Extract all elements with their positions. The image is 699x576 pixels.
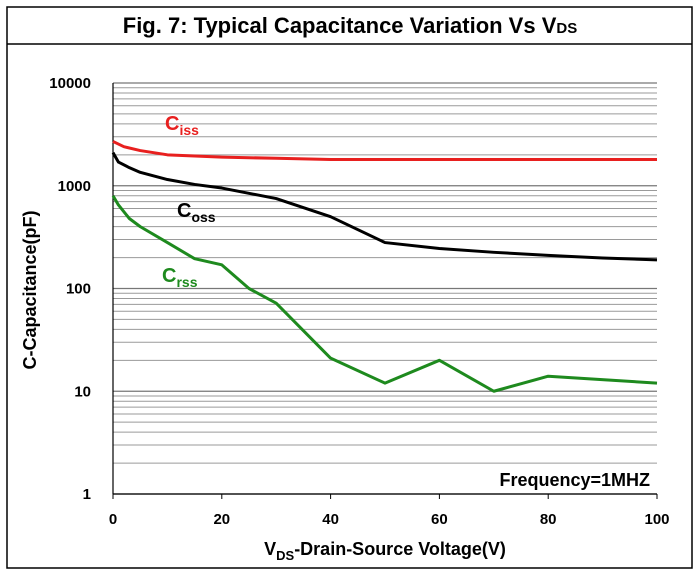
- x-tick-label: 60: [431, 511, 448, 528]
- xlabel-part: -Drain-Source Voltage(V): [294, 539, 506, 559]
- series-label-sub: rss: [176, 274, 197, 290]
- y-tick-label: 1000: [58, 178, 91, 195]
- x-axis-label: VDS-Drain-Source Voltage(V): [264, 539, 506, 563]
- xlabel-sub: DS: [276, 548, 294, 563]
- series-line: [111, 194, 658, 393]
- series-line: [112, 140, 657, 162]
- series-label: Ciss: [165, 113, 199, 138]
- title-main: Fig. 7: Typical Capacitance Variation Vs…: [123, 13, 557, 38]
- series-label-sub: iss: [179, 122, 199, 138]
- series-label: Coss: [177, 200, 216, 225]
- series-label: Crss: [162, 265, 198, 290]
- y-tick-label: 100: [66, 281, 91, 298]
- series-label-sub: oss: [191, 209, 215, 225]
- xlabel-part: V: [264, 539, 276, 559]
- series-label-main: C: [177, 200, 191, 222]
- title-sub: DS: [556, 20, 577, 37]
- y-tick-label: 1: [83, 486, 91, 503]
- y-tick-label: 10000: [49, 75, 91, 92]
- annotation-bg: [468, 466, 654, 492]
- x-tick-label: 80: [540, 511, 557, 528]
- chart-title: Fig. 7: Typical Capacitance Variation Vs…: [123, 13, 577, 38]
- x-tick-label: 0: [109, 511, 117, 528]
- annotation: Frequency=1MHZ: [499, 470, 650, 490]
- y-tick-label: 10: [74, 383, 91, 400]
- series-line: [111, 151, 658, 262]
- y-axis-label: C-Capacitance(pF): [20, 210, 40, 369]
- x-tick-label: 100: [644, 511, 669, 528]
- series-label-main: C: [165, 113, 179, 135]
- x-tick-label: 40: [322, 511, 339, 528]
- series-label-main: C: [162, 265, 176, 287]
- x-tick-label: 20: [213, 511, 230, 528]
